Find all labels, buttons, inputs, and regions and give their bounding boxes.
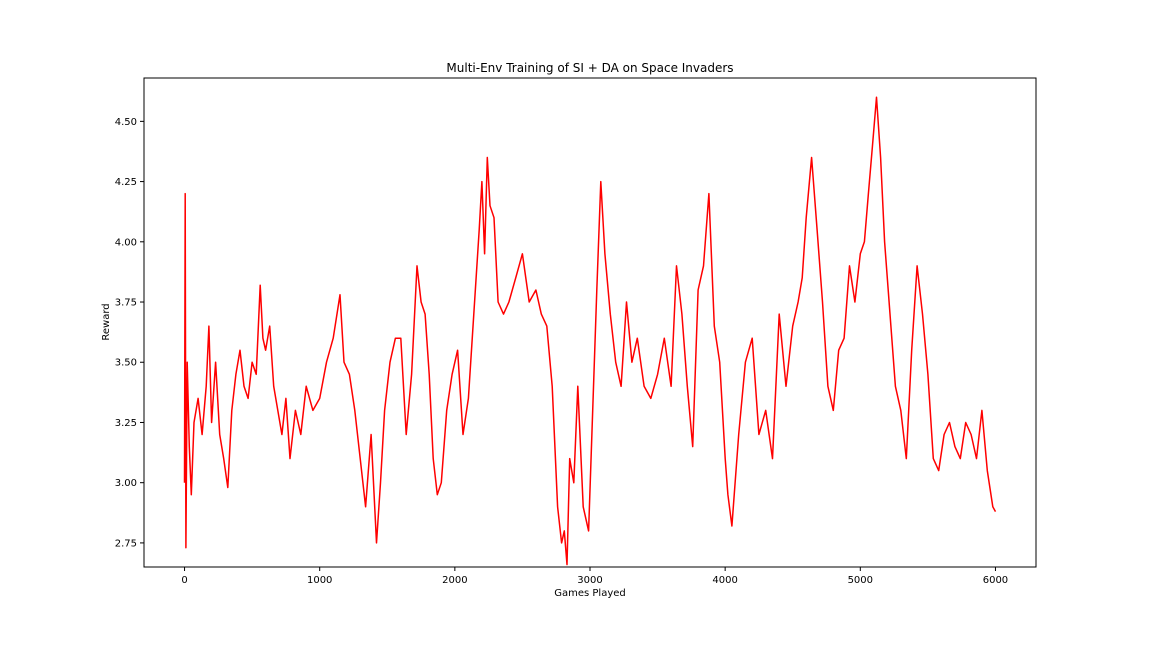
plot-area [183,96,997,566]
y-tick-label: 4.25 [115,177,137,188]
y-tick-label: 2.75 [115,538,137,549]
x-tick-label: 4000 [712,575,737,586]
x-tick-label: 3000 [577,575,602,586]
y-tick-label: 4.00 [115,237,137,248]
x-axis-ticks: 0 1000 2000 3000 4000 5000 6000 [181,567,1008,586]
y-axis-ticks: 2.75 3.00 3.25 3.50 3.75 4.00 4.25 4.50 [115,117,144,549]
y-axis-label: Reward [101,303,112,340]
y-tick-label: 3.00 [115,478,137,489]
x-tick-label: 6000 [983,575,1008,586]
x-tick-label: 1000 [307,575,332,586]
axes-frame [143,77,1037,568]
x-tick-label: 2000 [442,575,467,586]
series-line-0 [183,96,997,566]
y-tick-label: 3.25 [115,418,137,429]
y-tick-label: 4.50 [115,117,137,128]
y-tick-label: 3.75 [115,298,137,309]
x-axis-label: Games Played [554,588,626,599]
y-tick-label: 3.50 [115,358,137,369]
x-tick-label: 0 [181,575,187,586]
chart-title: Multi-Env Training of SI + DA on Space I… [446,61,733,75]
x-tick-label: 5000 [848,575,873,586]
